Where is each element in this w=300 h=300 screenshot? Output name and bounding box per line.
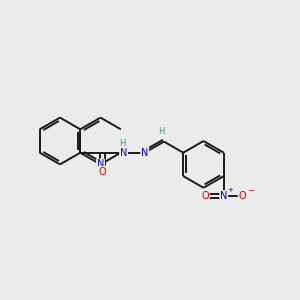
Text: O: O: [201, 191, 209, 201]
Text: N: N: [97, 159, 104, 170]
Text: O: O: [99, 167, 106, 177]
Text: −: −: [247, 186, 254, 195]
Text: N: N: [120, 148, 127, 158]
Text: O: O: [238, 191, 246, 201]
Text: +: +: [227, 187, 233, 193]
Text: N: N: [220, 191, 227, 201]
Text: H: H: [119, 139, 125, 148]
Text: H: H: [158, 128, 164, 136]
Text: N: N: [141, 148, 148, 158]
